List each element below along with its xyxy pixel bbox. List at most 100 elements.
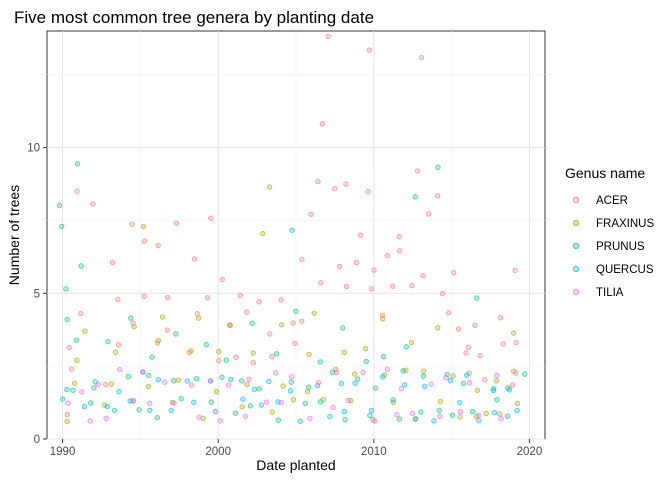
data-point [117,366,123,373]
data-point [90,201,96,207]
data-point [141,293,147,300]
legend-key [572,196,580,204]
data-point [290,396,297,403]
data-point [239,404,245,410]
data-point [420,272,426,279]
data-point [318,279,324,286]
data-point [269,409,276,415]
data-point [420,373,427,379]
data-point [498,416,504,422]
data-point [494,372,500,379]
data-point [513,370,519,376]
data-point [435,325,441,331]
legend-key [572,219,580,227]
data-point [362,345,369,352]
data-point [357,232,364,238]
data-point [457,414,463,420]
data-point [162,379,168,385]
data-point [305,384,312,390]
data-point [289,227,295,233]
data-point [354,376,361,382]
data-point [341,408,348,415]
y-axis-title: Number of trees [6,185,22,285]
data-point [115,342,122,348]
data-point [125,373,132,380]
x-axis-title: Date planted [256,457,335,473]
data-point [340,325,346,331]
data-point [247,403,254,409]
data-point [207,378,213,384]
data-point [146,372,152,379]
data-point [379,374,386,380]
legend-key [572,265,580,273]
data-point [101,402,108,408]
data-point [219,374,225,380]
legend: Genus name ACER FRAXINUS PRUNUS QUERCUS TILI… [565,165,654,299]
data-point [278,399,284,406]
data-point [56,202,63,209]
data-point [319,121,326,127]
data-point [437,413,443,419]
data-point [474,387,481,394]
data-point [331,186,338,192]
legend-title: Genus name [565,165,645,181]
data-point [130,398,137,404]
data-point [188,348,194,354]
data-point [256,299,262,305]
legend-key [572,288,580,296]
legend-key [572,242,580,250]
data-point [128,315,134,321]
data-point [342,416,348,423]
data-point [278,297,284,303]
data-point [288,374,295,380]
data-point [497,315,504,321]
data-point [74,357,80,363]
data-point [131,324,137,330]
data-point [171,378,177,384]
data-point [208,215,214,221]
x-tick-label: 2000 [205,446,231,458]
data-point [409,282,415,289]
data-point [483,410,489,417]
data-point [103,415,109,422]
data-point [87,418,93,424]
data-point [191,256,198,262]
data-point [219,276,225,283]
data-point [111,407,118,414]
data-point [104,403,111,410]
data-point [191,399,197,406]
data-point [396,416,403,422]
data-point [81,403,88,410]
data-point [380,353,387,360]
data-point [476,412,482,419]
data-point [390,397,396,403]
y-tick-label: 0 [34,434,40,446]
data-point [368,407,375,414]
x-tick-label: 1990 [50,446,76,458]
data-point [445,309,452,316]
data-point [217,418,224,424]
data-point [59,396,66,402]
data-point [108,381,115,387]
data-point [360,369,366,376]
data-point [140,223,147,230]
data-point [449,412,456,418]
data-point [155,242,161,249]
data-point [79,389,85,395]
data-point [129,221,135,227]
data-point [466,380,473,386]
data-point [384,366,391,372]
data-point [149,354,155,360]
data-point [394,411,400,418]
data-point [246,376,252,382]
data-point [178,395,184,402]
data-point [315,379,322,386]
data-point [249,320,255,326]
data-point [69,366,75,372]
data-point [457,409,464,415]
data-point [155,377,161,383]
data-point [184,378,190,384]
chart-title: Five most common tree genera by planting… [14,8,374,27]
data-point [421,383,428,390]
data-point [372,385,379,391]
